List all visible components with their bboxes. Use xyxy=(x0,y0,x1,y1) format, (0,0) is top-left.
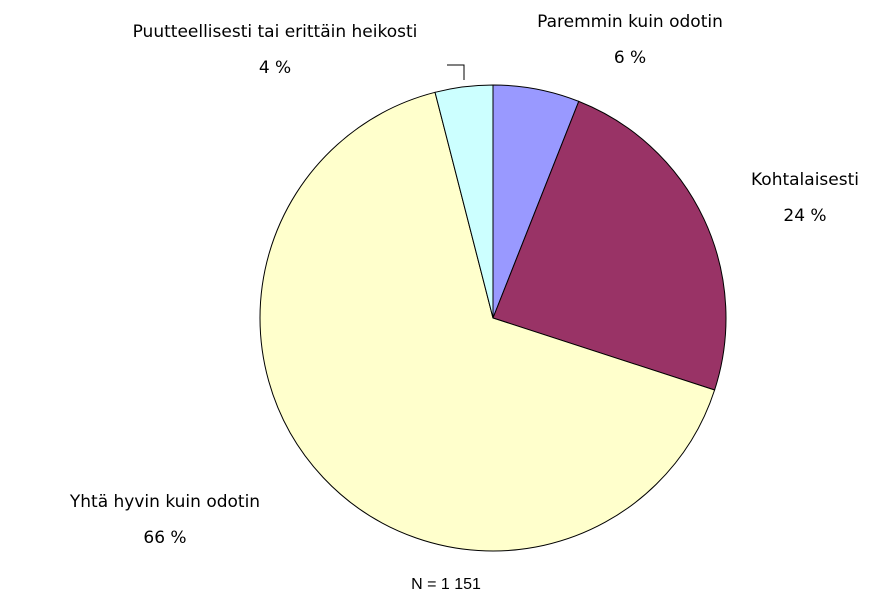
leader-line xyxy=(447,64,465,80)
slice-value: 4 % xyxy=(258,58,292,78)
slice-name: Yhtä hyvin kuin odotin xyxy=(69,492,261,512)
slice-name: Kohtalaisesti xyxy=(751,170,859,190)
slice-value: 66 % xyxy=(143,528,187,548)
pie-slice xyxy=(434,84,494,319)
slice-name: Paremmin kuin odotin xyxy=(537,12,723,32)
slice-value: 6 % xyxy=(613,48,647,68)
slice-value: 24 % xyxy=(783,206,827,226)
pie-slice xyxy=(492,100,727,391)
slice-name: Puutteellisesti tai erittäin heikosti xyxy=(132,22,418,42)
slice-label: Paremmin kuin odotin 6 % xyxy=(500,4,760,76)
slice-label: Kohtalaisesti 24 % xyxy=(690,162,892,234)
pie-slice xyxy=(259,91,716,552)
annotation: N = 1 151 xyxy=(411,576,481,593)
slice-label: Puutteellisesti tai erittäin heikosti 4 % xyxy=(95,14,455,86)
slice-label: Yhtä hyvin kuin odotin 66 % xyxy=(0,484,330,556)
